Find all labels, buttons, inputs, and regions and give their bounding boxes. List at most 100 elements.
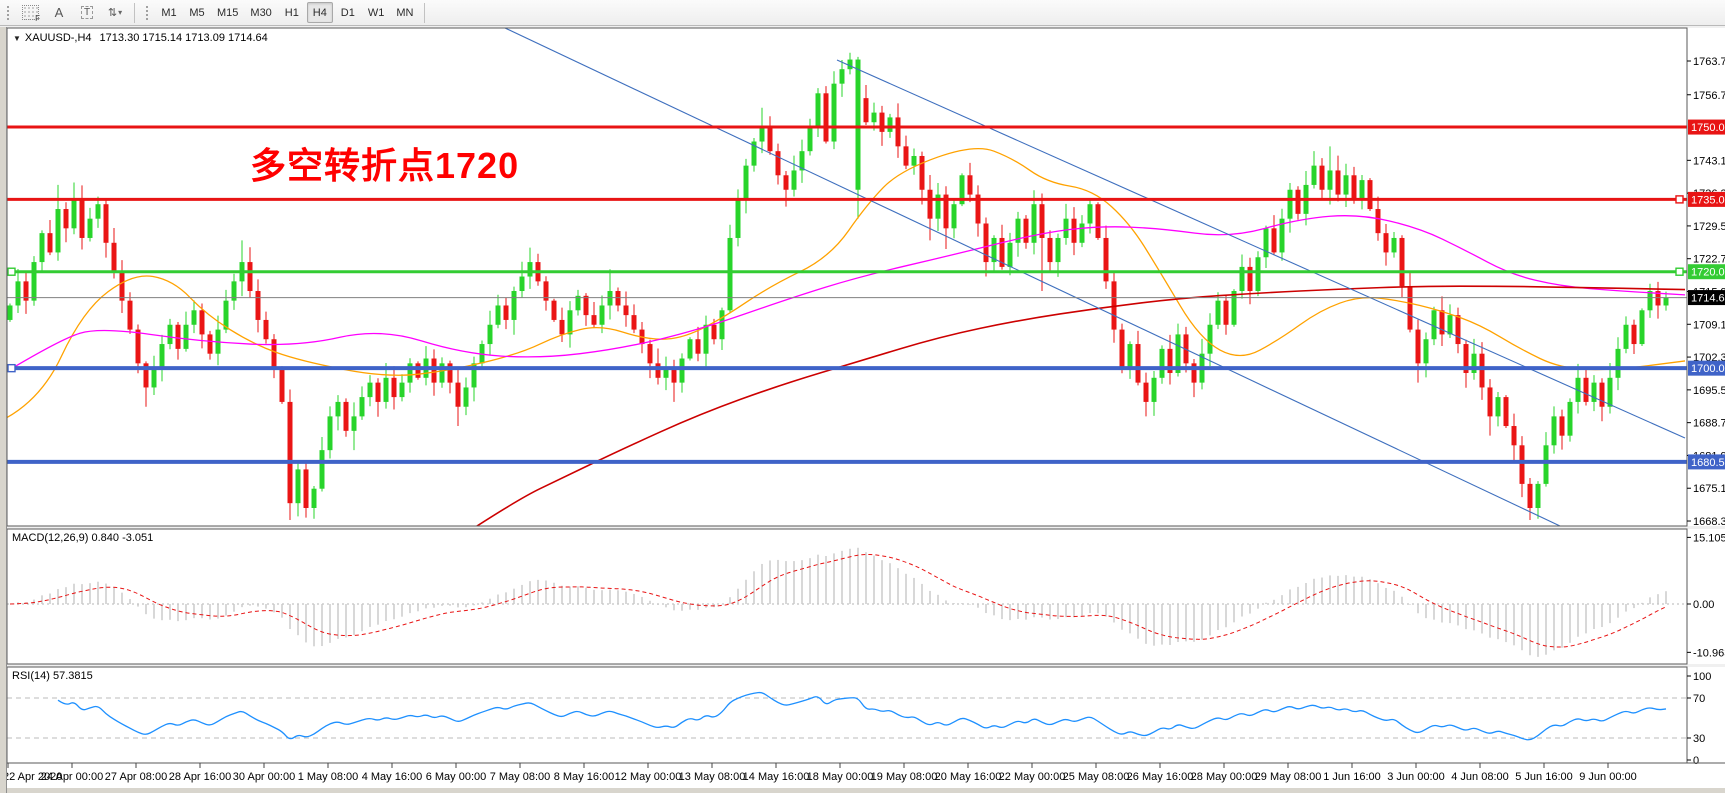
- candle-body: [735, 199, 741, 238]
- price-badge-label: 1735.00: [1691, 194, 1725, 206]
- hline-handle[interactable]: [7, 363, 16, 373]
- candle-body: [71, 199, 77, 229]
- candle-body: [1351, 175, 1357, 200]
- timeframe-button-m5[interactable]: M5: [189, 6, 205, 19]
- candle-body: [1015, 218, 1021, 243]
- price-badge-1700.00: [1688, 360, 1725, 376]
- hline-handle[interactable]: [1675, 267, 1684, 276]
- candle-body: [591, 315, 597, 325]
- main-pane-border: [6, 27, 1688, 527]
- candle-body: [815, 93, 821, 128]
- trendline-2[interactable]: [504, 28, 1561, 526]
- chart-window[interactable]: 1763.701756.701743.101736.301729.501722.…: [0, 27, 1725, 793]
- candle-body: [87, 218, 93, 238]
- candle-body: [687, 339, 693, 359]
- candle-body: [831, 83, 837, 142]
- price-axis[interactable]: 1763.701756.701743.101736.301729.501722.…: [1687, 56, 1725, 767]
- candle-body: [751, 141, 757, 166]
- rsi-indicator-label: RSI(14) 57.3815: [12, 670, 93, 682]
- timeframe-button-mn[interactable]: MN: [396, 6, 414, 19]
- candle-body: [31, 262, 37, 301]
- timeframe-drag-handle[interactable]: [145, 3, 150, 22]
- date-tick-label: 3 Jun 00:00: [1387, 771, 1445, 783]
- candle-body: [1591, 382, 1597, 402]
- price-badge-1735.00: [1688, 191, 1725, 207]
- hline-handle[interactable]: [1675, 195, 1684, 204]
- candle-body: [415, 363, 421, 378]
- candle-body: [1335, 170, 1341, 195]
- candle-body: [247, 262, 253, 292]
- candle-body: [279, 368, 285, 402]
- text-tool-button[interactable]: A: [46, 2, 72, 23]
- candle-body: [575, 295, 581, 311]
- candle-body: [383, 377, 389, 402]
- candle-body: [1615, 348, 1621, 378]
- price-badge-label: 1720.00: [1691, 267, 1725, 279]
- candle-body: [1159, 348, 1165, 378]
- candle-body: [679, 358, 685, 383]
- timeframe-button-m15[interactable]: M15: [217, 6, 239, 19]
- candle-body: [759, 127, 765, 142]
- price-tick-label: 1756.70: [1693, 90, 1725, 102]
- candle-body: [47, 233, 53, 253]
- timeframe-button-w1[interactable]: W1: [367, 6, 385, 19]
- candle-body: [655, 363, 661, 378]
- candle-body: [1647, 291, 1653, 311]
- candle-body: [775, 151, 781, 176]
- candle-body: [151, 368, 157, 388]
- date-tick-label: 24 Apr 00:00: [41, 771, 103, 783]
- macd-tick-label: 0.00: [1693, 599, 1714, 611]
- price-badge-1720.00: [1688, 264, 1725, 280]
- price-tick-label: 1743.10: [1693, 155, 1725, 167]
- candle-body: [911, 155, 917, 166]
- date-tick-label: 1 Jun 16:00: [1323, 771, 1381, 783]
- text-label-tool-button[interactable]: T: [74, 2, 100, 23]
- candle-body: [391, 377, 397, 398]
- candle-body: [695, 339, 701, 354]
- candle-body: [1639, 310, 1645, 345]
- candle-body: [783, 175, 789, 190]
- rsi-value: 57.3815: [52, 670, 93, 682]
- candle-body: [1543, 445, 1549, 484]
- chart-annotation-text[interactable]: 多空转折点1720: [250, 145, 520, 186]
- candle-body: [1535, 483, 1541, 508]
- candle-body: [1551, 416, 1557, 446]
- candle-body: [79, 199, 85, 238]
- candle-body: [375, 382, 381, 402]
- date-tick-label: 28 Apr 16:00: [169, 771, 231, 783]
- candle-body: [703, 324, 709, 354]
- candle-body: [1279, 218, 1285, 253]
- fibonacci-tool-button[interactable]: F: [17, 2, 44, 23]
- rsi-line: [57, 691, 1667, 741]
- timeframe-button-h4[interactable]: H4: [306, 2, 333, 23]
- price-badge-1680.56: [1688, 454, 1725, 470]
- chart-dropdown-icon[interactable]: ▼: [13, 34, 21, 43]
- timeframe-button-h1[interactable]: H1: [284, 6, 299, 19]
- candle-body: [23, 281, 29, 301]
- candle-body: [1127, 344, 1133, 369]
- date-tick-label: 7 May 08:00: [490, 771, 551, 783]
- date-tick-label: 9 Jun 00:00: [1579, 771, 1637, 783]
- timeframe-button-m1[interactable]: M1: [161, 6, 177, 19]
- timeframe-button-m30[interactable]: M30: [250, 6, 272, 19]
- candle-body: [311, 488, 317, 508]
- date-tick-label: 6 May 00:00: [426, 771, 487, 783]
- hline-handle[interactable]: [7, 267, 16, 276]
- candle-body: [1135, 344, 1141, 383]
- date-tick-label: 28 May 00:00: [1191, 771, 1258, 783]
- price-badge-label: 1680.56: [1691, 457, 1725, 469]
- candle-body: [1271, 228, 1277, 253]
- timeframe-button-d1[interactable]: D1: [340, 6, 355, 19]
- chart-canvas[interactable]: 1763.701756.701743.101736.301729.501722.…: [0, 27, 1725, 793]
- candle-body: [1415, 329, 1421, 364]
- candle-body: [1519, 445, 1525, 484]
- rsi-tick-label: 100: [1693, 671, 1711, 683]
- candle-body: [631, 315, 637, 330]
- candle-body: [1583, 377, 1589, 402]
- arrows-tool-button[interactable]: ⇅ ▾: [102, 2, 128, 23]
- trendline-1[interactable]: [836, 59, 1686, 439]
- date-tick-label: 22 May 00:00: [999, 771, 1066, 783]
- toolbar-drag-handle[interactable]: [6, 3, 11, 22]
- ma-mid-magenta-line: [7, 215, 1686, 372]
